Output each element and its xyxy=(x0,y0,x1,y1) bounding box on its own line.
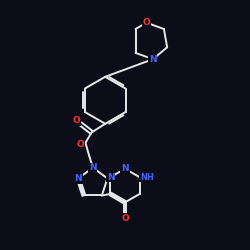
Text: N: N xyxy=(107,173,114,182)
Text: N: N xyxy=(149,55,157,64)
Text: N: N xyxy=(121,164,129,173)
Text: O: O xyxy=(72,116,80,125)
Text: O: O xyxy=(76,140,84,148)
Text: O: O xyxy=(121,214,129,223)
Text: NH: NH xyxy=(140,173,154,182)
Text: N: N xyxy=(74,174,82,183)
Text: N: N xyxy=(89,163,97,172)
Text: O: O xyxy=(143,18,150,27)
